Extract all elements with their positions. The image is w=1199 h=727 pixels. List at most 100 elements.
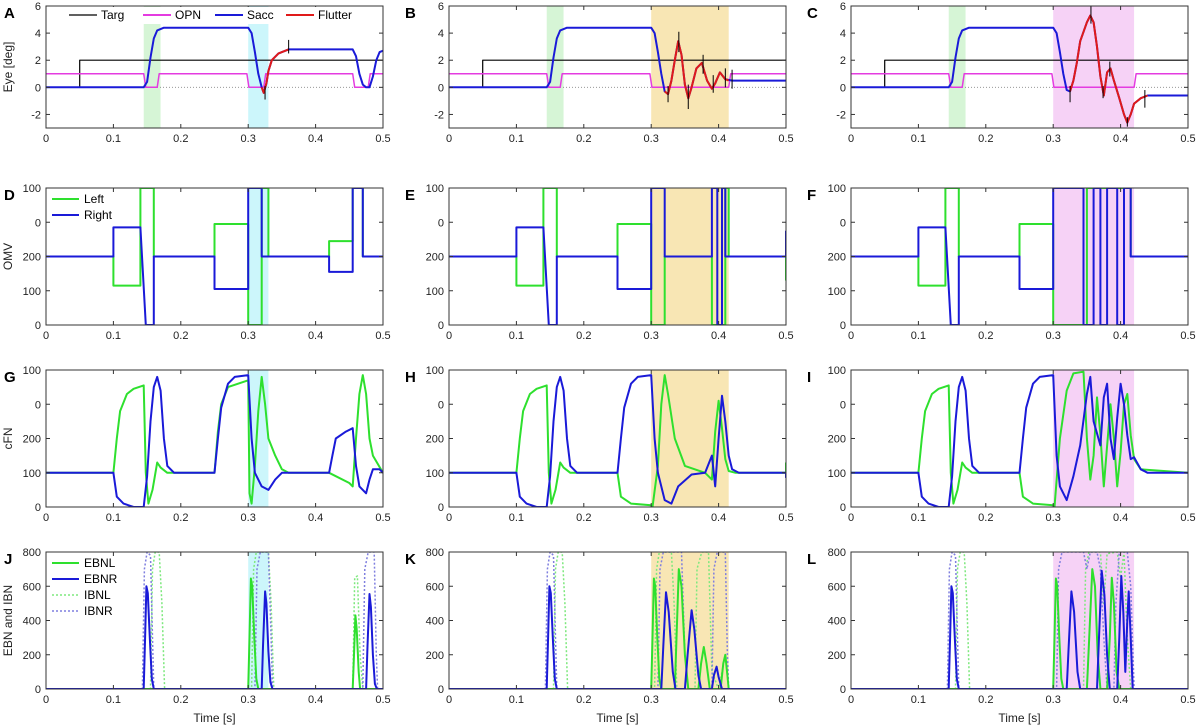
y-tick-label: 400 [426,616,444,628]
y-tick-label: 600 [23,581,41,593]
y-axis-label: Eye [deg] [1,42,15,93]
y-tick-label: -2 [836,109,846,121]
series-right [46,374,383,507]
y-tick-label: 0 [840,320,846,332]
x-axis-label: Time [s] [998,711,1040,725]
x-tick-label: 0.1 [106,330,121,342]
shaded-region [143,6,161,128]
legend-label: IBNL [84,588,111,602]
legend-label: Targ [101,8,124,22]
shaded-region [248,370,269,507]
x-tick-label: 0.5 [375,512,390,524]
series-sacc [851,14,1188,124]
x-tick-label: 0.2 [978,512,993,524]
panel-h: 0 0.1 0.2 0.3 0.4 0.5 0 100 200 0 100 H [405,365,794,524]
x-tick-label: 0 [446,512,452,524]
series-flutter [260,48,289,94]
legend-omv: Left Right [52,192,113,222]
y-tick-label: 0 [438,82,444,94]
x-tick-label: 0 [848,694,854,706]
panel-label: J [4,551,12,568]
x-tick-label: 0.3 [644,133,659,145]
y-tick-label: 100 [23,183,41,195]
y-axis-label: EBN and IBN [1,585,15,656]
x-tick-label: 0.4 [308,330,323,342]
x-tick-label: 0.4 [711,694,726,706]
shaded-region [546,6,564,128]
y-tick-label: 100 [828,365,846,377]
x-tick-label: 0.1 [509,330,524,342]
y-tick-label: 6 [438,1,444,13]
axes-box [850,5,1189,129]
series-right [449,188,786,325]
panel-f: 0 0.1 0.2 0.3 0.4 0.5 0 100 200 0 100 F [807,183,1196,342]
series-ebnr [449,585,786,689]
y-tick-label: 4 [438,28,444,40]
x-tick-label: 0.2 [978,133,993,145]
y-tick-label: 600 [828,581,846,593]
y-tick-label: 0 [35,217,41,229]
y-tick-label: 200 [828,434,846,446]
panel-label: H [405,369,416,386]
y-tick-label: 0 [840,217,846,229]
x-tick-label: 0.2 [576,512,591,524]
legend-label: OPN [175,8,201,22]
y-tick-label: 200 [426,252,444,264]
y-tick-label: 400 [23,616,41,628]
y-tick-label: 0 [438,217,444,229]
panel-label: G [4,369,16,386]
shaded-region [248,6,269,128]
y-tick-label: 100 [426,183,444,195]
y-tick-label: 2 [438,55,444,67]
x-tick-label: 0 [43,330,49,342]
legend-eye: Targ OPN Sacc Flutter [66,7,371,24]
y-tick-label: -2 [434,109,444,121]
legend-label: EBNL [84,556,116,570]
series-right [851,374,1188,507]
y-tick-label: 100 [828,468,846,480]
series-ebnr [851,569,1188,689]
x-tick-label: 0.4 [308,133,323,145]
y-tick-label: 0 [35,684,41,696]
x-tick-label: 0.5 [375,133,390,145]
x-tick-label: 0.5 [375,330,390,342]
series-ebnr [46,585,383,689]
y-tick-label: 0 [35,502,41,514]
x-tick-label: 0.1 [911,512,926,524]
y-tick-label: 6 [840,1,846,13]
x-tick-label: 0.1 [911,330,926,342]
axes-box [850,369,1189,508]
y-tick-label: 100 [426,286,444,298]
x-tick-label: 0.2 [576,694,591,706]
panel-e: 0 0.1 0.2 0.3 0.4 0.5 0 100 200 0 100 E [405,183,794,342]
x-tick-label: 0.3 [1046,512,1061,524]
y-tick-label: 200 [23,252,41,264]
series-opn [851,73,1188,89]
x-tick-label: 0.5 [1180,133,1195,145]
legend-label: Flutter [318,8,352,22]
y-tick-label: 100 [828,286,846,298]
series-ibnr [46,552,383,689]
x-tick-label: 0.2 [173,512,188,524]
panel-k: 0 0.1 0.2 0.3 0.4 0.5 0 200 400 600 800 Time [s] K [405,547,794,725]
y-tick-label: 100 [426,468,444,480]
series-right [449,374,786,507]
series-left [851,188,1188,325]
x-tick-label: 0.3 [1046,694,1061,706]
series-flutter [664,40,730,100]
series-ibnl [46,552,383,689]
axes-box [448,369,787,508]
y-tick-label: 400 [828,616,846,628]
x-tick-label: 0.5 [778,330,793,342]
y-tick-label: 200 [426,650,444,662]
series-ebnl [46,577,383,689]
x-tick-label: 0.2 [978,694,993,706]
x-tick-label: 0.1 [509,512,524,524]
x-tick-label: 0.3 [241,694,256,706]
x-tick-label: 0.4 [1113,694,1128,706]
series-left [46,374,383,505]
shaded-region [948,6,966,128]
series-left [449,188,786,325]
